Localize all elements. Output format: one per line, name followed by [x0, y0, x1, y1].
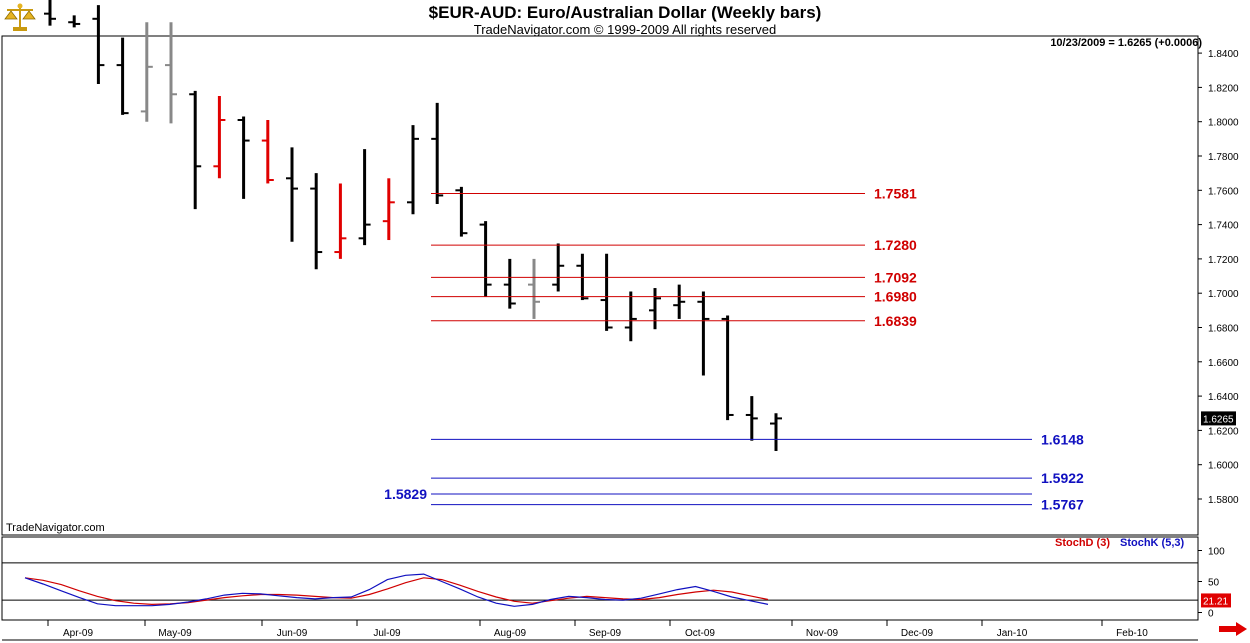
ohlc-bar: [286, 147, 298, 242]
price-tick-label: 1.8000: [1208, 118, 1239, 129]
date-tick-label: Jan-10: [997, 628, 1028, 639]
level-label: 1.5829: [384, 486, 427, 502]
legend-stochk: StochK (5,3): [1120, 537, 1185, 549]
ohlc-bar: [92, 5, 105, 84]
ohlc-bar: [237, 116, 250, 199]
price-tick-label: 1.6400: [1208, 392, 1239, 403]
date-axis: Apr-09 May-09 Jun-09 Jul-09 Aug-09 Sep-09 Oct-…: [2, 620, 1198, 641]
ohlc-bar: [697, 291, 710, 376]
level-label: 1.6148: [1041, 431, 1084, 447]
price-tick-label: 1.7600: [1208, 186, 1239, 197]
date-tick-label: Jun-09: [277, 628, 308, 639]
ohlc-bar: [44, 0, 56, 26]
level-label: 1.7280: [874, 237, 917, 253]
ohlc-bar: [528, 258, 540, 319]
price-tick-label: 1.6000: [1208, 461, 1239, 472]
price-axis: 1.5800 1.6000 1.6200 1.6400 1.6600 1.6800 1.70…: [1198, 49, 1239, 506]
stoch-last-label: 21.21: [1203, 596, 1228, 607]
stoch-tick-label: 100: [1208, 547, 1225, 558]
last-price-box: [1201, 411, 1236, 426]
price-tick-label: 1.6600: [1208, 358, 1239, 369]
ohlc-bar: [600, 253, 613, 331]
price-tick-label: 1.6800: [1208, 324, 1239, 335]
level-label: 1.5922: [1041, 470, 1084, 486]
chart-title: $EUR-AUD: Euro/Australian Dollar (Weekly…: [428, 3, 822, 22]
price-tick-label: 1.8400: [1208, 49, 1239, 60]
price-tick-label: 1.7800: [1208, 152, 1239, 163]
ohlc-bar: [68, 15, 81, 28]
level-label: 1.6980: [874, 289, 917, 305]
stochastic-axis: 0 50 100 21.21: [1198, 547, 1231, 620]
stochastic-frame: [1, 536, 1199, 621]
arrow-right-icon[interactable]: [1218, 622, 1248, 641]
ohlc-bar: [358, 149, 371, 246]
stoch-series-line: [24, 573, 769, 607]
ohlc-bar: [673, 284, 686, 319]
chart-subtitle: TradeNavigator.com © 1999-2009 All right…: [473, 22, 777, 37]
price-tick-label: 1.7200: [1208, 255, 1239, 266]
level-label: 1.7092: [874, 269, 917, 285]
date-tick-label: Dec-09: [901, 628, 934, 639]
price-tick-label: 1.5800: [1208, 495, 1239, 506]
ohlc-bar: [334, 183, 347, 259]
ohlc-bar: [261, 119, 274, 184]
price-tick-label: 1.8200: [1208, 83, 1239, 94]
ohlc-bar: [213, 95, 226, 179]
level-label: 1.6839: [874, 313, 917, 329]
ohlc-bar: [165, 22, 177, 124]
balance-scale-icon: [3, 2, 37, 39]
ohlc-bar: [552, 243, 565, 292]
ohlc-bar: [382, 178, 395, 241]
ohlc-bar: [624, 291, 637, 342]
price-tick-label: 1.6200: [1208, 426, 1239, 437]
ohlc-bar: [479, 221, 492, 297]
level-label: 1.7581: [874, 186, 917, 202]
ohlc-bar: [455, 186, 468, 237]
price-readout: 10/23/2009 = 1.6265 (+0.0006): [1050, 37, 1202, 49]
ohlc-bar: [310, 173, 323, 270]
level-label: 1.5767: [1041, 497, 1084, 513]
date-tick-label: Jul-09: [373, 628, 401, 639]
last-price-label: 1.6265: [1203, 414, 1234, 425]
date-tick-label: Aug-09: [494, 628, 527, 639]
ohlc-bar: [721, 315, 734, 421]
watermark: TradeNavigator.com: [6, 522, 105, 534]
stochastic-panel: [1, 536, 1199, 621]
stoch-last-box: [1201, 593, 1231, 608]
price-panel: 1.7581 1.7280 1.7092 1.6980 1.6839 1.6148 1.59…: [1, 0, 1199, 536]
price-frame: [1, 35, 1199, 536]
stoch-series-line: [24, 577, 769, 606]
ohlc-bar: [189, 90, 202, 210]
ohlc-bar: [745, 396, 758, 441]
stoch-tick-label: 0: [1208, 609, 1214, 620]
price-tick-label: 1.7400: [1208, 221, 1239, 232]
date-tick-label: Nov-09: [806, 628, 839, 639]
ohlc-bar: [407, 125, 419, 215]
ohlc-bar: [770, 413, 782, 451]
date-tick-label: May-09: [158, 628, 192, 639]
ohlc-bar: [649, 288, 661, 330]
ohlc-bar: [431, 102, 444, 205]
stoch-tick-label: 50: [1208, 578, 1220, 589]
ohlc-bar: [576, 253, 589, 301]
legend-stochd: StochD (3): [1055, 537, 1110, 549]
date-tick-label: Oct-09: [685, 628, 715, 639]
date-tick-label: Sep-09: [589, 628, 622, 639]
ohlc-bar: [116, 37, 129, 115]
price-tick-label: 1.7000: [1208, 289, 1239, 300]
date-tick-label: Apr-09: [63, 628, 93, 639]
date-tick-label: Feb-10: [1116, 628, 1148, 639]
ohlc-bar: [503, 258, 516, 309]
ohlc-bar: [140, 22, 153, 122]
